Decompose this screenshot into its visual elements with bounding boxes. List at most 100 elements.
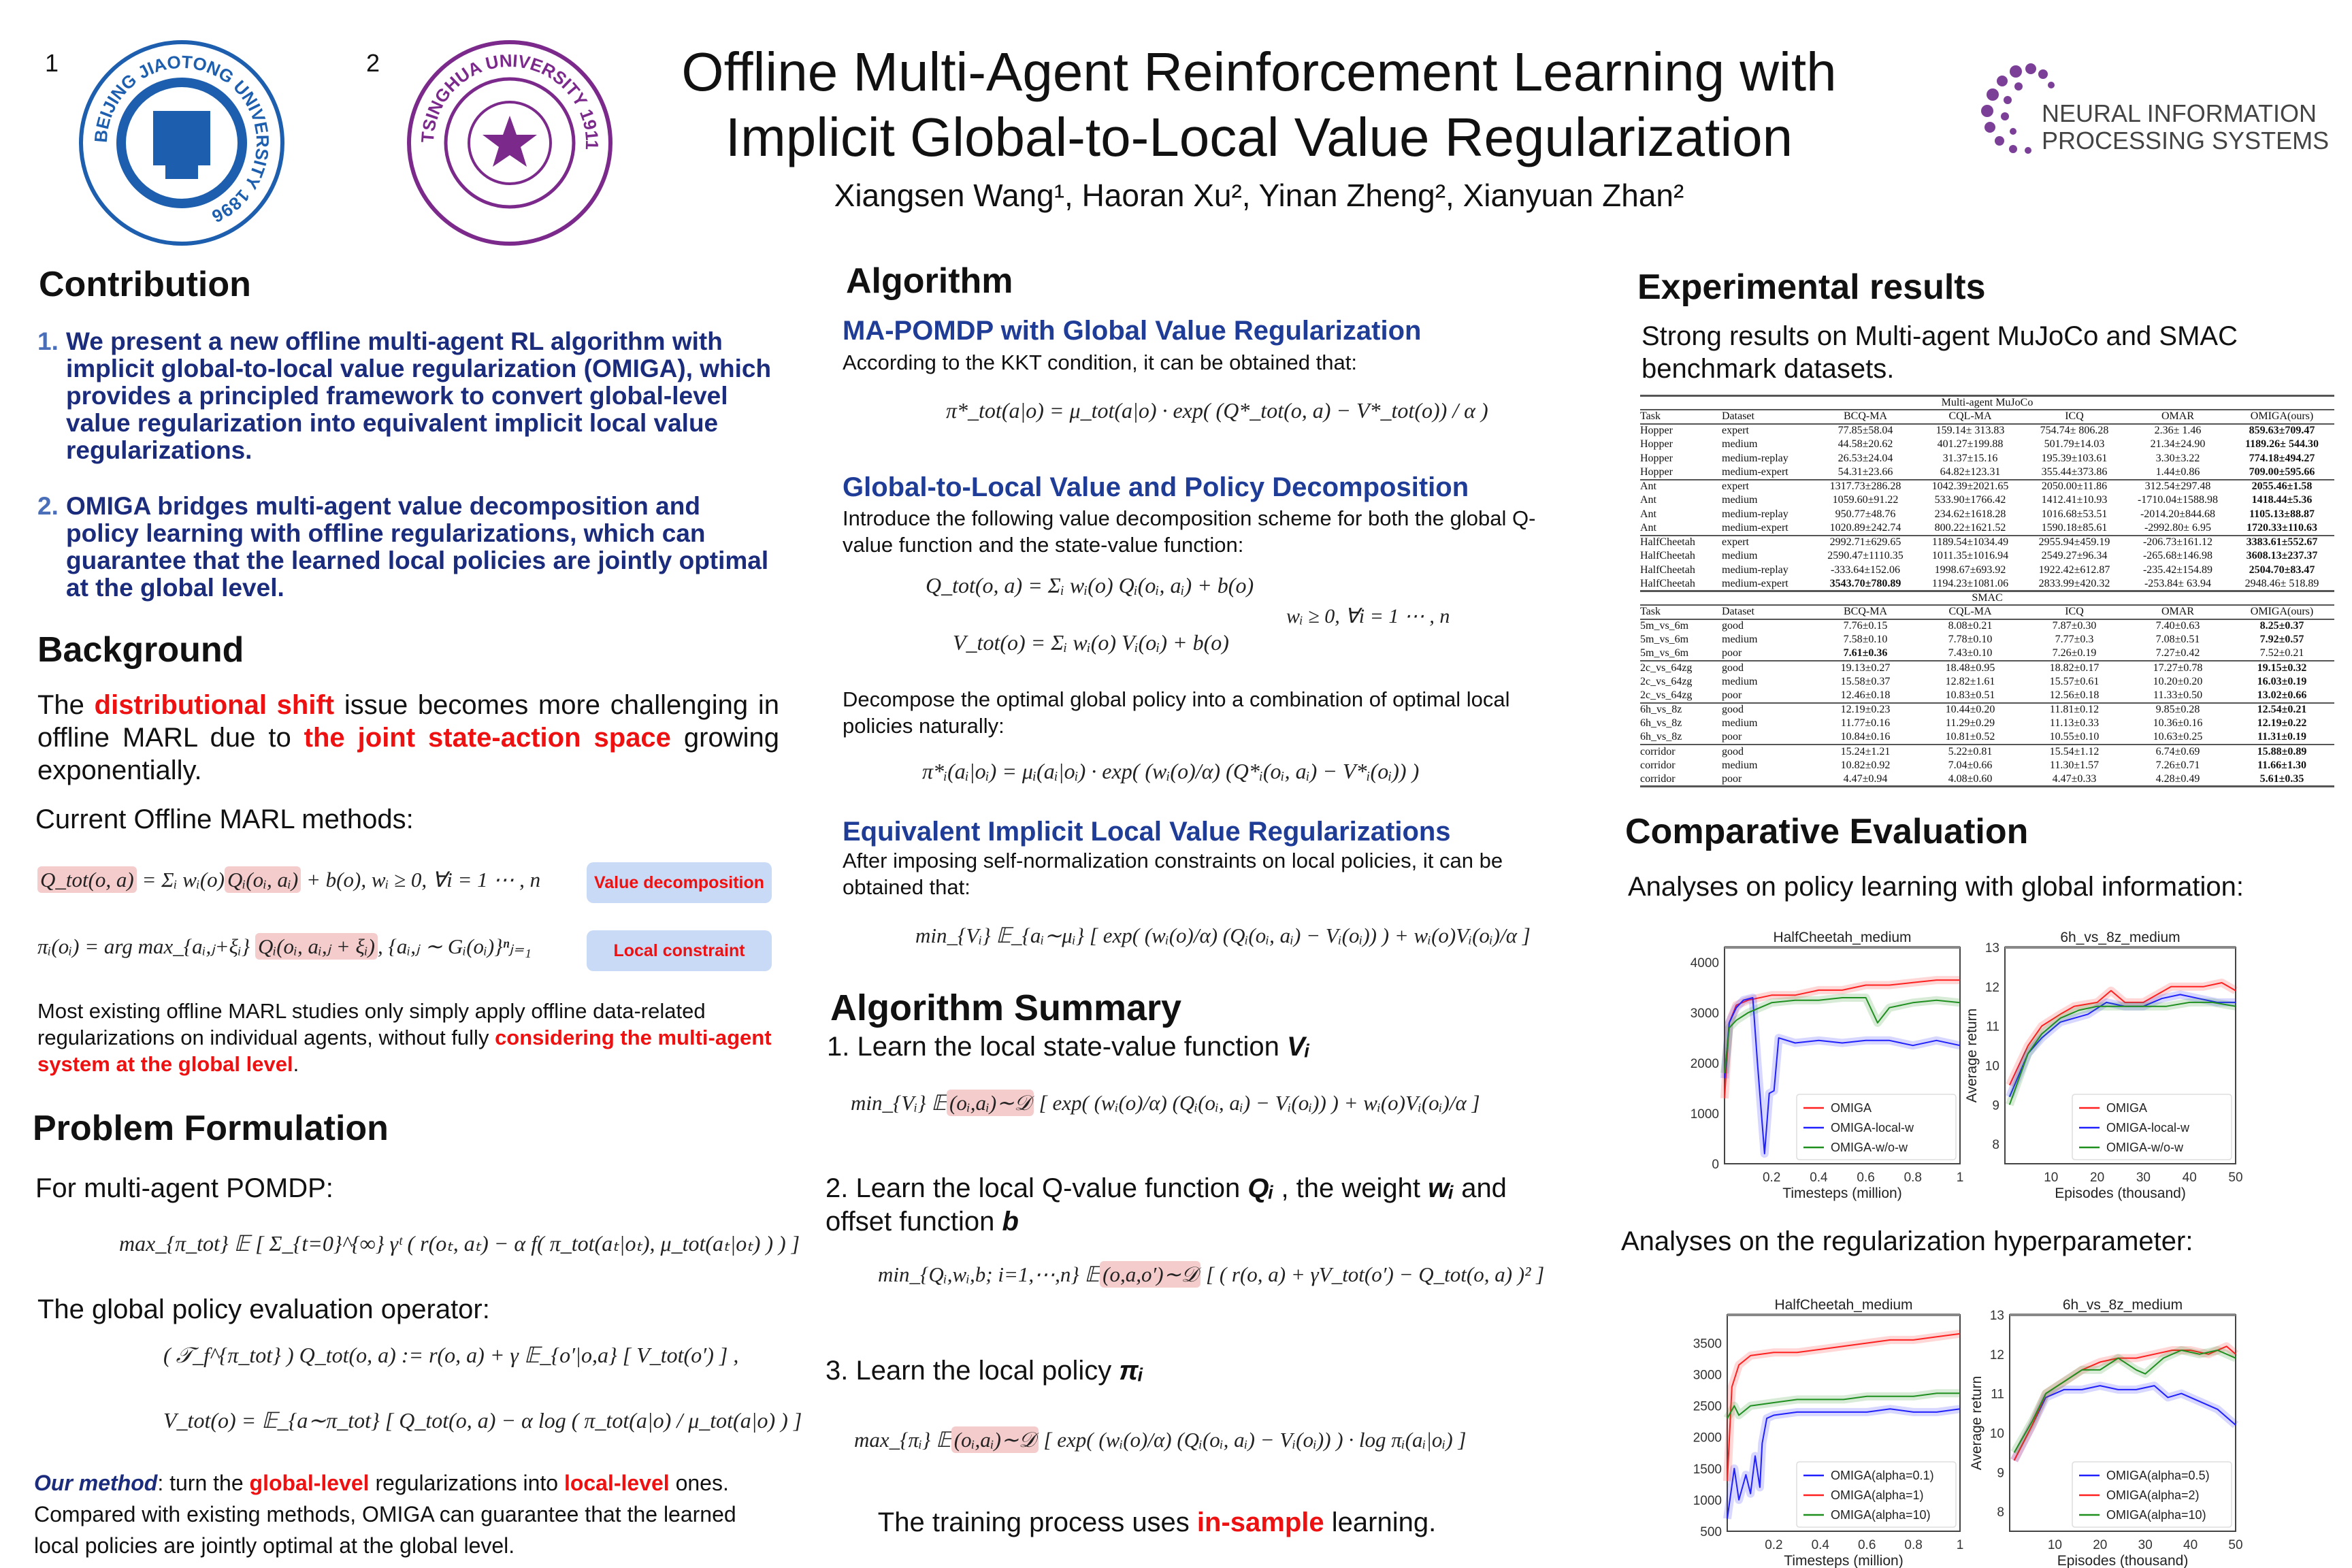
series-line xyxy=(2008,1001,2236,1105)
series-line xyxy=(1724,997,1961,1155)
table-cell: 7.27±0.42 xyxy=(2155,647,2200,659)
table-cell: 16.03±0.19 xyxy=(2257,675,2307,687)
text: : turn the xyxy=(157,1471,250,1495)
table-cell: corridor xyxy=(1640,744,1722,759)
table-row: 2c_vs_64zg good 19.13±0.27 18.48±0.95 18.82±… xyxy=(1640,660,2334,675)
variable: Vᵢ xyxy=(1286,1032,1310,1062)
table-row: Ant medium-replay 950.77±48.76 234.62±1618.… xyxy=(1640,508,2334,522)
table-row: Ant medium-expert 1020.89±242.74 800.22±162… xyxy=(1640,521,2334,536)
badge-value-decomposition: Value decomposition xyxy=(587,862,772,903)
table-cell: good xyxy=(1722,702,1813,717)
series-line xyxy=(2013,1385,2236,1461)
column-header: ICQ xyxy=(2023,604,2126,620)
table-cell: Hopper xyxy=(1640,466,1673,478)
y-tick-label: 11 xyxy=(1991,1388,2004,1402)
legend-label: OMIGA(alpha=1) xyxy=(1831,1488,1924,1502)
table-cell: 9.85±0.28 xyxy=(2126,702,2230,717)
table-cell: 355.44±373.86 xyxy=(2041,466,2108,478)
table-row: HalfCheetah medium 2590.47±1110.35 1011.35±… xyxy=(1640,549,2334,564)
table-cell: Hopper xyxy=(1640,438,1673,451)
text: growing exponentially. xyxy=(37,723,779,785)
y-tick-label: 0 xyxy=(1712,1158,1719,1172)
table-cell: medium-expert xyxy=(1722,521,1788,534)
decomposition-intro-text: Introduce the following value decomposit… xyxy=(843,506,1536,557)
table-cell: 1011.35±1016.94 xyxy=(1931,550,2009,562)
variable: πᵢ xyxy=(1119,1356,1143,1386)
table-row: 6h_vs_8z medium 11.77±0.16 11.29±0.29 11.13±… xyxy=(1640,717,2334,731)
table-cell: 2833.99±420.32 xyxy=(2023,577,2126,592)
table-cell: 1412.41±10.93 xyxy=(2041,494,2108,506)
table-cell: 10.82±0.92 xyxy=(1840,759,1891,771)
table-cell: HalfCheetah xyxy=(1640,577,1722,592)
table-cell: 10.84±0.16 xyxy=(1840,731,1891,743)
table-cell: -1710.04±1588.98 xyxy=(2137,494,2219,506)
q-decomposition-formula: Q_tot(o, a) = Σᵢ wᵢ(o) Qᵢ(oᵢ, aᵢ) + b(o) xyxy=(926,573,1254,598)
formula-highlight: Qᵢ(oᵢ, aᵢ) xyxy=(225,866,301,893)
step-1-formula: min_{Vᵢ} 𝔼 (oᵢ,aᵢ)∼𝒟 [ exp( (wᵢ(o)/α) (Qᵢ… xyxy=(851,1090,1480,1116)
optimal-local-policy-formula: π*ᵢ(aᵢ|oᵢ) = μᵢ(aᵢ|oᵢ) · exp( (wᵢ(o)/α) … xyxy=(922,759,1420,783)
algorithm-heading: Algorithm xyxy=(846,261,1013,301)
y-tick-label: 1000 xyxy=(1693,1494,1722,1508)
comparison-text: Compared with existing methods, OMIGA ca… xyxy=(34,1502,736,1558)
highlight-global-level: global-level xyxy=(249,1471,370,1495)
table-cell: 1189.54±1034.49 xyxy=(1918,534,2023,549)
step-2-formula: min_{Qᵢ,wᵢ,b; i=1,⋯,n} 𝔼 (o,a,o′)∼𝒟 [ ( r… xyxy=(878,1261,1544,1288)
chart-title: HalfCheetah_medium xyxy=(1773,930,1911,945)
y-tick-label: 1000 xyxy=(1690,1107,1719,1122)
legend-box xyxy=(2072,1461,2232,1528)
table-cell: 7.26±0.71 xyxy=(2155,759,2200,771)
item-number: 1. xyxy=(37,327,59,355)
table-cell: 3.30±3.22 xyxy=(2155,452,2200,464)
table-cell: 10.44±0.20 xyxy=(1918,702,2023,717)
algorithm-summary-heading: Algorithm Summary xyxy=(830,987,1182,1028)
table-cell: -253.84± 63.94 xyxy=(2126,577,2230,592)
table-cell: HalfCheetah xyxy=(1640,534,1722,549)
table-cell: poor xyxy=(1722,689,1742,701)
table-cell: 11.30±1.57 xyxy=(2049,759,2100,771)
x-tick-label: 0.2 xyxy=(1763,1171,1780,1185)
table-cell: 7.40±0.63 xyxy=(2155,620,2200,632)
tsinghua-university-logo: TSINGHUA UNIVERSITY 1911 xyxy=(407,40,612,246)
y-tick-label: 9 xyxy=(1997,1466,2004,1480)
text: 1. Learn the local state-value function xyxy=(827,1032,1287,1062)
y-tick-label: 3000 xyxy=(1693,1369,1722,1383)
chart-title: 6h_vs_8z_medium xyxy=(2063,1297,2183,1313)
table-cell: 1590.18±85.61 xyxy=(2041,521,2108,534)
variable: Qᵢ xyxy=(1247,1173,1274,1203)
variable: wᵢ xyxy=(1428,1173,1454,1203)
y-tick-label: 13 xyxy=(1990,1309,2004,1323)
table-cell: 774.18±494.27 xyxy=(2249,452,2315,464)
table-cell: 10.55±0.10 xyxy=(2049,731,2100,743)
y-tick-label: 2000 xyxy=(1693,1431,1722,1446)
table-section-title: SMAC xyxy=(1640,590,2334,605)
table-row: corridor poor 4.47±0.94 4.08±0.60 4.47±0.33 4… xyxy=(1640,772,2334,787)
table-cell: 26.53±24.04 xyxy=(1838,452,1893,464)
text: . xyxy=(293,1052,299,1076)
ma-pomdp-subheading: MA-POMDP with Global Value Regularizatio… xyxy=(843,316,1422,346)
table-cell: expert xyxy=(1722,534,1813,549)
table-cell: 5.61±0.35 xyxy=(2230,772,2334,787)
badge-local-constraint: Local constraint xyxy=(587,930,772,971)
table-cell: 1922.42±612.87 xyxy=(2038,564,2110,576)
table-cell: 15.58±0.37 xyxy=(1840,675,1891,687)
table-cell: 800.22±1621.52 xyxy=(1934,521,2006,534)
table-cell: 7.76±0.15 xyxy=(1843,620,1888,632)
table-cell: 4.28±0.49 xyxy=(2126,772,2230,787)
series-line xyxy=(2008,982,2236,1085)
table-cell: 19.13±0.27 xyxy=(1813,660,1918,675)
table-cell: medium-replay xyxy=(1722,564,1788,576)
beijing-jiaotong-university-logo: BEIJING JIAOTONG UNIVERSITY 1896 xyxy=(79,40,284,246)
highlight-local-level: local-level xyxy=(564,1471,670,1495)
table-cell: -2014.20±844.68 xyxy=(2140,508,2216,520)
legend-box xyxy=(2072,1094,2232,1160)
our-method-label: Our method xyxy=(34,1471,158,1495)
table-cell: 15.54±1.12 xyxy=(2023,744,2126,759)
table-cell: 12.19±0.22 xyxy=(2257,717,2307,730)
y-axis-label: Average return xyxy=(1964,1009,1980,1103)
table-cell: -333.64±152.06 xyxy=(1830,564,1901,576)
table-cell: corridor xyxy=(1640,759,1676,771)
table-row: Hopper medium-replay 26.53±24.04 31.37±15.1… xyxy=(1640,452,2334,466)
table-cell: 2590.47±1110.35 xyxy=(1827,550,1904,562)
legend-label: OMIGA(alpha=10) xyxy=(1831,1508,1931,1522)
table-cell: 7.43±0.10 xyxy=(1948,647,1993,659)
